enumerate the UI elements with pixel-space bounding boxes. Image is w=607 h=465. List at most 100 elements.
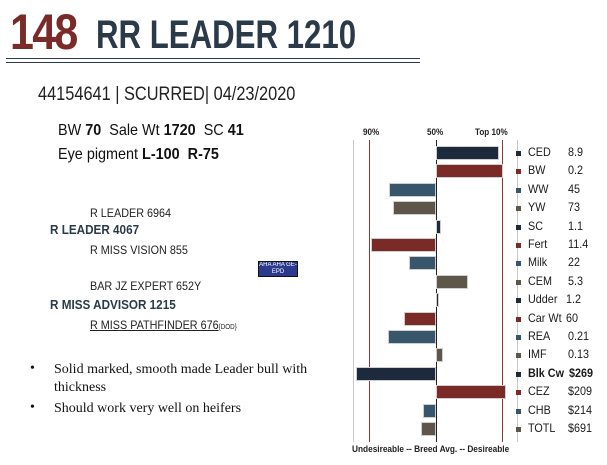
bull-name: RR LEADER 1210: [96, 13, 357, 57]
dod-tag: {DOD}: [218, 324, 237, 331]
epd-bar-udder: [436, 293, 440, 308]
comment-2: Should work very well on heifers: [54, 401, 242, 416]
lot-number: 148: [10, 4, 78, 60]
pedigree-dam: R MISS ADVISOR 1215: [50, 297, 176, 312]
trait-value: 45: [568, 181, 581, 196]
guide-line-avg: [436, 140, 437, 442]
trait-name: YW: [528, 200, 546, 215]
eye-right-value: R-75: [187, 146, 219, 163]
legend-square: [516, 261, 521, 267]
epd-bar-ww: [389, 182, 436, 197]
pedigree-sire-dam: R MISS VISION 855: [90, 243, 188, 257]
legend-square: [516, 169, 521, 175]
trait-name: CEM: [528, 273, 553, 288]
weights-line: BW 70 Sale Wt 1720 SC 41: [58, 122, 244, 140]
legend-square: [516, 279, 521, 285]
pedigree-sire-sire: R LEADER 6964: [90, 206, 172, 220]
legend-square: [516, 151, 521, 156]
epd-bar-rea: [387, 330, 436, 344]
trait-name: CHB: [528, 402, 551, 417]
trait-name: Udder: [528, 292, 558, 307]
aaa-ge-epd-logo: AHA AHA GE-EPD: [258, 261, 298, 277]
trait-value: 1.2: [566, 292, 582, 307]
chart-border-right: [517, 140, 518, 442]
trait-name: CED: [528, 145, 551, 159]
sale-wt-label: Sale Wt: [109, 122, 160, 139]
legend-square: [516, 316, 521, 322]
trait-name: Blk Cw: [528, 365, 565, 380]
scale-label-top10: Top 10%: [475, 127, 508, 137]
epd-bar-car-wt: [404, 311, 436, 326]
legend-square: [516, 353, 521, 359]
comment-1: Solid marked, smooth made Leader bull wi…: [54, 362, 308, 395]
trait-name: Milk: [528, 255, 548, 270]
epd-bar-cem: [436, 274, 468, 289]
guide-line-90: [369, 140, 370, 442]
legend-square: [516, 427, 521, 432]
epd-bar-imf: [436, 348, 443, 363]
epd-bar-blk-cw: [356, 366, 436, 381]
trait-value: $691: [568, 421, 593, 435]
trait-value: 1.1: [568, 218, 584, 233]
sc-value: 41: [227, 122, 244, 139]
scale-label-50: 50%: [427, 127, 444, 137]
sale-wt-value: 1720: [163, 122, 196, 139]
legend-square: [516, 243, 521, 248]
bullet-dot: •: [30, 400, 35, 415]
trait-name: IMF: [528, 347, 547, 362]
epd-bar-yw: [392, 201, 436, 216]
chart-border-left: [353, 140, 354, 442]
epd-bar-sc: [436, 219, 441, 234]
bullet-dot: •: [30, 361, 35, 376]
legend-square: [516, 371, 521, 377]
legend-square: [516, 224, 521, 230]
trait-value: $214: [568, 402, 593, 417]
trait-name: REA: [528, 329, 551, 343]
registration-line: 44154641 | SCURRED| 04/23/2020: [38, 84, 296, 105]
epd-bar-fert: [371, 238, 436, 252]
pedigree-dam-dam: R MISS PATHFINDER 676: [90, 318, 219, 332]
pedigree-dam-dam-line: R MISS PATHFINDER 676{DOD}: [90, 318, 237, 332]
scale-label-90: 90%: [363, 127, 380, 137]
trait-name: Fert: [528, 237, 548, 251]
trait-value: 73: [568, 200, 581, 215]
legend-square: [516, 408, 521, 414]
header-rule-bottom: [6, 62, 420, 63]
chart-footer: Undesireable -- Breed Avg. -- Desireable: [352, 444, 510, 454]
trait-name: WW: [528, 181, 549, 196]
guide-line-top10: [502, 140, 503, 442]
trait-name: BW: [528, 163, 546, 178]
trait-value: $209: [568, 384, 593, 399]
bw-label: BW: [58, 122, 82, 139]
trait-name: Car Wt: [528, 310, 562, 325]
pedigree-dam-sire: BAR JZ EXPERT 652Y: [90, 279, 202, 293]
header-rule-top: [6, 58, 420, 59]
trait-value: 8.9: [568, 145, 584, 159]
legend-square: [516, 335, 521, 340]
epd-bar-milk: [409, 256, 436, 271]
epd-bar-totl: [421, 422, 436, 436]
legend-square: [516, 390, 521, 396]
eye-pigment-line: Eye pigment L-100 R-75: [58, 146, 219, 164]
trait-name: TOTL: [528, 421, 556, 435]
epd-bar-chb: [422, 403, 436, 418]
legend-square: [516, 187, 521, 193]
sc-label: SC: [203, 122, 224, 139]
epd-bar-cez: [436, 385, 506, 400]
trait-value: 5.3: [568, 273, 584, 288]
trait-value: 60: [566, 310, 579, 325]
bw-value: 70: [85, 122, 102, 139]
trait-name: SC: [528, 218, 544, 233]
trait-value: 0.13: [568, 347, 590, 362]
trait-value: 0.2: [568, 163, 584, 178]
trait-name: CEZ: [528, 384, 550, 399]
trait-value: 22: [568, 255, 581, 270]
epd-bar-ced: [436, 146, 500, 160]
legend-square: [516, 206, 521, 212]
trait-value: 11.4: [568, 237, 589, 251]
legend-square: [516, 298, 521, 304]
eye-left-value: L-100: [142, 146, 180, 163]
eye-pigment-label: Eye pigment: [58, 146, 139, 163]
pedigree-sire: R LEADER 4067: [50, 222, 140, 237]
